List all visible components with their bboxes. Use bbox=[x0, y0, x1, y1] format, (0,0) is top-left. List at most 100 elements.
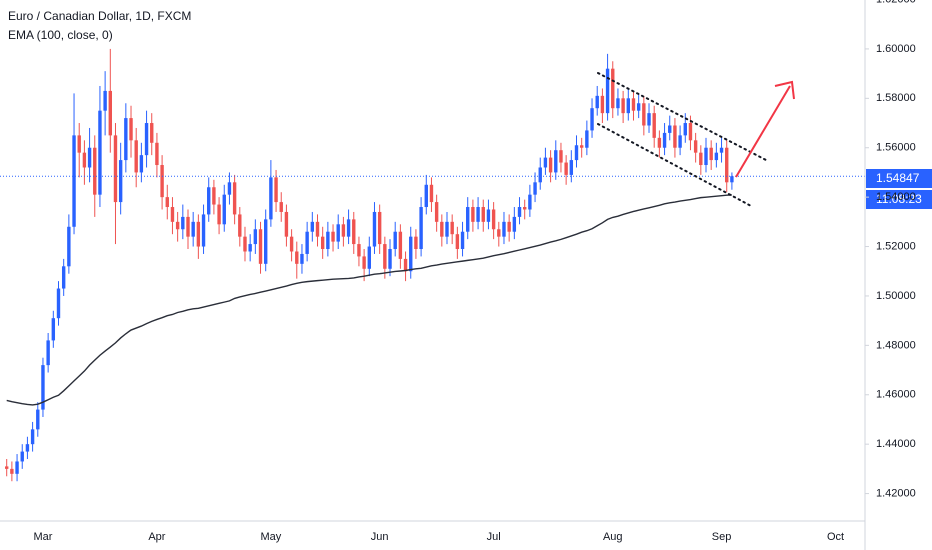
candle-body bbox=[631, 98, 636, 111]
candle-body bbox=[191, 221, 195, 237]
candle-body bbox=[471, 207, 475, 222]
candle-body bbox=[41, 365, 45, 410]
y-tick-label: 1.52000 bbox=[876, 240, 916, 252]
candle-body bbox=[248, 244, 252, 252]
candle-body bbox=[113, 135, 118, 203]
candle-body bbox=[642, 103, 646, 126]
candle-body bbox=[699, 152, 703, 166]
candle-body bbox=[564, 162, 568, 175]
y-tick-label: 1.46000 bbox=[876, 389, 916, 401]
candle-body bbox=[579, 145, 584, 148]
candle-body bbox=[678, 135, 682, 148]
y-tick-label: 1.60000 bbox=[876, 43, 916, 55]
x-tick-label: Aug bbox=[603, 531, 623, 543]
candle-body bbox=[36, 409, 40, 430]
candle-body bbox=[486, 209, 491, 222]
ema-line bbox=[6, 194, 732, 406]
candle-body bbox=[512, 216, 517, 232]
candle-body bbox=[284, 211, 289, 237]
candle-body bbox=[61, 266, 66, 289]
candle-body bbox=[409, 236, 413, 272]
candle-body bbox=[87, 147, 92, 168]
candle-body bbox=[186, 216, 190, 237]
y-tick-label: 1.42000 bbox=[876, 487, 916, 499]
candle-body bbox=[657, 137, 662, 148]
candle-body bbox=[362, 256, 366, 269]
candle-body bbox=[497, 229, 501, 237]
candle-body bbox=[5, 466, 9, 469]
candle-body bbox=[507, 221, 511, 232]
candle-body bbox=[108, 90, 112, 136]
candle-body bbox=[72, 135, 76, 227]
candle-body bbox=[320, 236, 325, 250]
candle-body bbox=[434, 202, 439, 222]
candle-body bbox=[196, 221, 201, 247]
x-tick-label: Jul bbox=[487, 531, 501, 543]
candle-body bbox=[403, 258, 408, 272]
candle-body bbox=[538, 167, 542, 183]
candle-body bbox=[704, 147, 708, 166]
candle-body bbox=[393, 231, 397, 250]
candle-body bbox=[476, 207, 480, 222]
candle-body bbox=[481, 207, 485, 222]
candle-body bbox=[714, 152, 719, 161]
candle-body bbox=[533, 182, 537, 195]
candle-body bbox=[118, 160, 123, 203]
candle-body bbox=[683, 123, 687, 136]
candle-body bbox=[450, 221, 454, 235]
y-tick-label: 1.48000 bbox=[876, 339, 916, 351]
candle-body bbox=[124, 118, 128, 161]
candle-body bbox=[46, 340, 50, 366]
candle-body bbox=[82, 152, 87, 168]
candle-body bbox=[626, 98, 630, 114]
indicator-label: EMA (100, close, 0) bbox=[8, 28, 113, 42]
candle-body bbox=[222, 194, 226, 225]
candle-body bbox=[466, 207, 470, 232]
last-price-box bbox=[866, 169, 932, 188]
candle-body bbox=[574, 145, 579, 161]
candle-body bbox=[305, 231, 309, 254]
candle-body bbox=[559, 150, 563, 163]
candle-body bbox=[51, 318, 56, 341]
candle-body bbox=[548, 157, 553, 173]
candle-body bbox=[377, 211, 382, 245]
candle-body bbox=[352, 219, 356, 245]
candle-body bbox=[77, 135, 81, 153]
x-tick-label: Apr bbox=[148, 531, 165, 543]
candle-body bbox=[688, 123, 693, 141]
candle-body bbox=[160, 165, 164, 198]
candle-body bbox=[600, 95, 605, 114]
candle-body bbox=[605, 68, 610, 114]
candle-body bbox=[460, 231, 465, 250]
candle-body bbox=[10, 468, 14, 474]
candle-body bbox=[455, 234, 460, 250]
candle-body bbox=[56, 288, 61, 319]
candle-body bbox=[227, 182, 232, 195]
candle-body bbox=[611, 68, 615, 109]
candle-body bbox=[129, 118, 133, 141]
candle-body bbox=[67, 226, 71, 267]
candle-body bbox=[165, 197, 169, 208]
candle-body bbox=[25, 444, 30, 452]
candle-body bbox=[523, 207, 527, 210]
y-tick-label: 1.62000 bbox=[876, 0, 916, 5]
candle-body bbox=[585, 130, 589, 148]
candle-body bbox=[621, 98, 625, 114]
candle-body bbox=[383, 244, 387, 269]
candle-body bbox=[554, 150, 558, 173]
candle-body bbox=[326, 231, 330, 250]
candle-body bbox=[181, 216, 185, 230]
candle-body bbox=[207, 187, 211, 215]
candle-body bbox=[103, 90, 107, 111]
candle-body bbox=[569, 160, 574, 175]
arrow-shaft bbox=[735, 85, 791, 178]
candle-body bbox=[673, 125, 677, 148]
candle-body bbox=[636, 103, 641, 111]
candle-body bbox=[502, 221, 506, 237]
candle-body bbox=[616, 98, 620, 109]
candle-body bbox=[243, 236, 247, 252]
channel-lower bbox=[597, 123, 754, 208]
candle-body bbox=[150, 123, 154, 143]
